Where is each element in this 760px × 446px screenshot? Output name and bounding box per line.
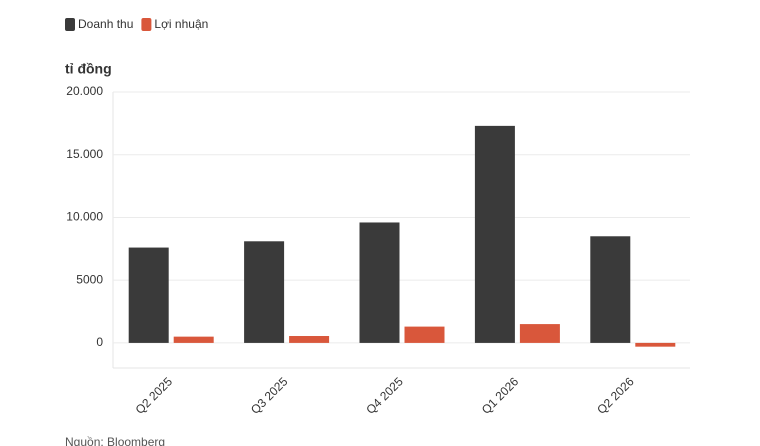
x-tick-label: Q2 2026 <box>594 374 637 417</box>
bar <box>404 326 445 343</box>
y-tick-label: 5000 <box>76 272 103 286</box>
legend-swatch <box>65 18 75 31</box>
x-tick-label: Q3 2025 <box>248 374 291 417</box>
legend-label: Doanh thu <box>78 17 133 31</box>
y-axis-label: tỉ đồng <box>65 61 112 77</box>
x-tick-label: Q1 2026 <box>479 374 522 417</box>
bar <box>289 336 330 343</box>
bar <box>519 324 560 343</box>
y-tick-label: 0 <box>96 335 103 349</box>
x-tick-label: Q2 2025 <box>133 374 176 417</box>
y-tick-label: 15.000 <box>66 147 103 161</box>
bar <box>359 222 400 343</box>
bar <box>128 247 169 343</box>
bar <box>244 241 285 343</box>
y-tick-label: 20.000 <box>66 84 103 98</box>
bar <box>173 336 214 343</box>
bar <box>474 125 515 343</box>
source: Nguồn: Bloomberg <box>65 435 165 446</box>
bar <box>635 342 676 347</box>
y-tick-label: 10.000 <box>66 210 103 224</box>
legend-swatch <box>141 18 152 31</box>
bar <box>590 236 631 343</box>
legend-label: Lợi nhuận <box>154 17 208 31</box>
x-tick-label: Q4 2025 <box>363 374 406 417</box>
